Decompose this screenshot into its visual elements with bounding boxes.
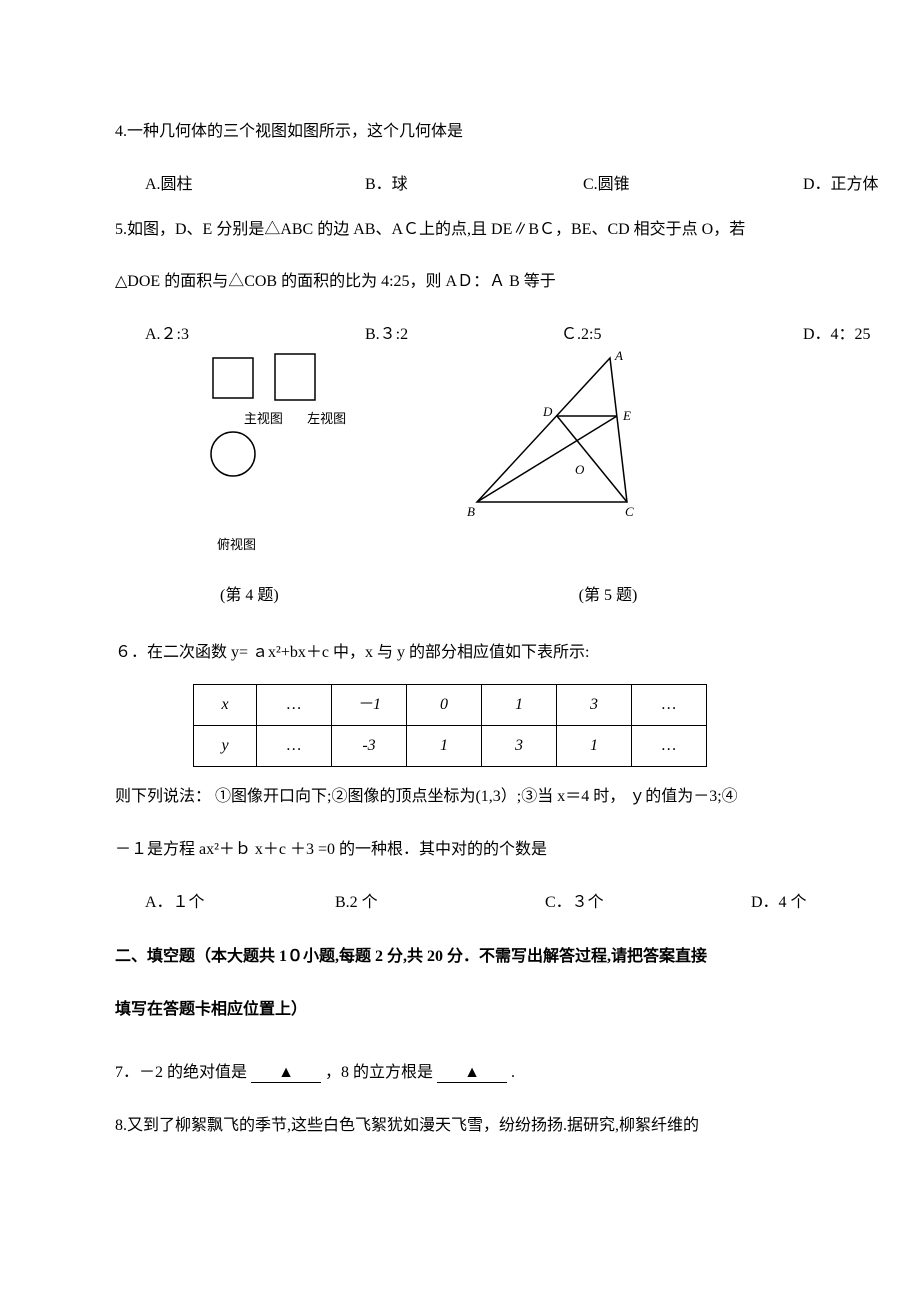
q7-text: 7．－2 的绝对值是 ▲ ，8 的立方根是 ▲ .: [115, 1051, 805, 1096]
q5-figure: A B C D E O: [465, 350, 665, 520]
figures-row: 主视图 左视图 俯视图 A B C D E O: [115, 350, 805, 554]
q4-options: A.圆柱 B．球 C.圆锥 D．正方体: [115, 163, 805, 208]
q5-label-d: D: [542, 404, 553, 419]
q5-label-a: A: [614, 350, 623, 363]
q6-opt-d: D．4 个: [751, 881, 807, 926]
q6-opt-a: A．１个: [145, 881, 335, 926]
q7-prefix: 7．－2 的绝对值是: [115, 1064, 247, 1081]
q5-opt-d: D．4：25: [803, 313, 871, 358]
q6-x-4: 1: [482, 684, 557, 725]
q6-opt-c: C．３个: [545, 881, 751, 926]
q5-caption: (第 5 题): [579, 574, 638, 619]
q6-table: x … －1 0 1 3 … y … -3 1 3 1 …: [193, 684, 707, 767]
q6-desc-line2: －１是方程 ax²＋ｂ x＋c ＋3 =0 的一种根．其中对的的个数是: [115, 828, 805, 873]
q4-top-label: 俯视图: [195, 536, 395, 554]
q6-y-1: …: [257, 725, 332, 766]
q7-mid: ，8 的立方根是: [325, 1064, 433, 1081]
q4-views-labels: 主视图 左视图: [195, 410, 395, 428]
q6-desc-line1: 则下列说法： ①图像开口向下;②图像的顶点坐标为(1,3）;③当 x＝4 时， …: [115, 775, 805, 820]
q4-opt-c: C.圆锥: [583, 163, 803, 208]
section2-line2: 填写在答题卡相应位置上）: [115, 988, 805, 1033]
q6-x-2: －1: [332, 684, 407, 725]
q6-x-3: 0: [407, 684, 482, 725]
q5-label-e: E: [622, 408, 631, 423]
q5-label-c: C: [625, 504, 634, 519]
q6-y-2: -3: [332, 725, 407, 766]
q6-y-4: 3: [482, 725, 557, 766]
q6-y-0: y: [194, 725, 257, 766]
q6-text: ６．在二次函数 y= ａx²+bx＋c 中，x 与 y 的部分相应值如下表所示:: [115, 631, 805, 676]
figure-captions: (第 4 题) (第 5 题): [115, 574, 805, 619]
q7-blank2: ▲: [437, 1064, 507, 1083]
q6-x-5: 3: [557, 684, 632, 725]
q4-opt-a: A.圆柱: [145, 163, 365, 208]
q6-x-6: …: [632, 684, 707, 725]
q5-label-o: O: [575, 462, 585, 477]
q4-front-label: 主视图: [233, 410, 293, 428]
q4-opt-d: D．正方体: [803, 163, 879, 208]
table-row: y … -3 1 3 1 …: [194, 725, 707, 766]
q6-y-5: 1: [557, 725, 632, 766]
q7-suffix: .: [511, 1064, 515, 1081]
q4-opt-b: B．球: [365, 163, 583, 208]
q7-blank1: ▲: [251, 1064, 321, 1083]
q4-top-view-circle: [195, 428, 345, 480]
q4-views-squares: [195, 350, 345, 410]
q6-y-6: …: [632, 725, 707, 766]
q6-opt-b: B.2 个: [335, 881, 545, 926]
q4-figure: 主视图 左视图 俯视图: [195, 350, 395, 554]
q5-text-line2: △DOE 的面积与△COB 的面积的比为 4:25，则 AＤ：Ａ B 等于: [115, 260, 805, 305]
q4-caption: (第 4 题): [220, 574, 279, 619]
q6-y-3: 1: [407, 725, 482, 766]
q5-triangle-svg: A B C D E O: [465, 350, 665, 520]
q5-text-line1: 5.如图，D、E 分别是△ABC 的边 AB、AＣ上的点,且 DE∥BＣ，BE、…: [115, 208, 805, 253]
table-row: x … －1 0 1 3 …: [194, 684, 707, 725]
q4-text: 4.一种几何体的三个视图如图所示，这个几何体是: [115, 110, 805, 155]
q6-x-1: …: [257, 684, 332, 725]
section2-line1: 二、填空题（本大题共 1０小题,每题 2 分,共 20 分．不需写出解答过程,请…: [115, 935, 805, 980]
q6-x-0: x: [194, 684, 257, 725]
q4-side-label: 左视图: [297, 410, 357, 428]
q6-options: A．１个 B.2 个 C．３个 D．4 个: [115, 881, 805, 926]
q5-label-b: B: [467, 504, 475, 519]
q8-text: 8.又到了柳絮飘飞的季节,这些白色飞絮犹如漫天飞雪，纷纷扬扬.据研究,柳絮纤维的: [115, 1104, 805, 1149]
